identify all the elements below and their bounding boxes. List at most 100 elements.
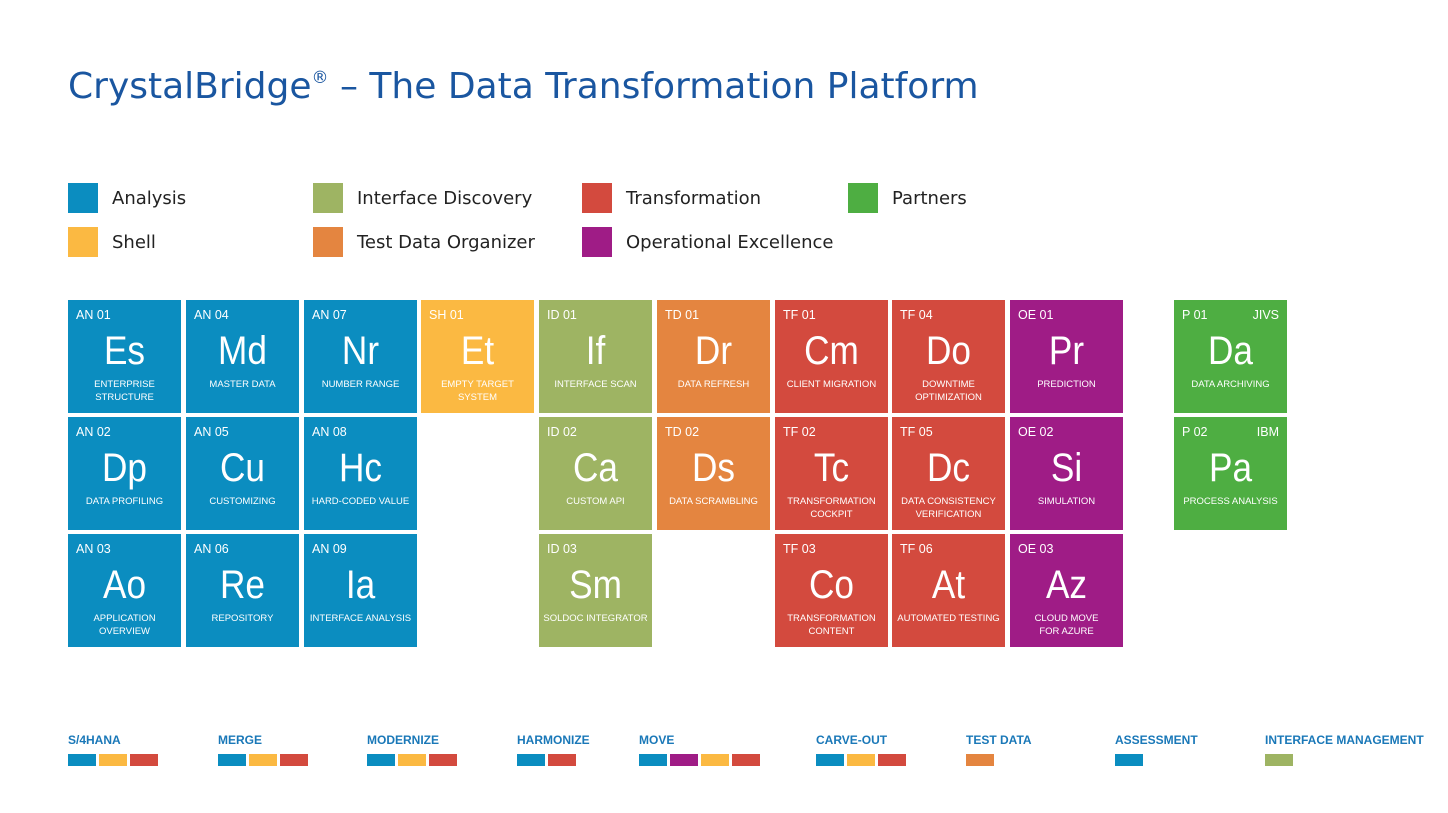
- legend-label: Partners: [892, 187, 967, 209]
- scenario-color-bar: [1265, 754, 1293, 766]
- tile-name: HARD-CODED VALUE: [311, 496, 410, 507]
- scenario-bars: [816, 754, 906, 766]
- tile-code: OE 03: [1018, 542, 1054, 556]
- tile-symbol: Nr: [341, 329, 380, 373]
- tile-name: TRANSFORMATION COCKPIT: [787, 496, 876, 520]
- tile-pa[interactable]: P 02 IBM Pa PROCESS ANALYSIS: [1174, 417, 1287, 530]
- tile-es[interactable]: AN 01 Es ENTERPRISE STRUCTURE: [68, 300, 181, 413]
- tile-name: APPLICATION OVERVIEW: [93, 613, 156, 637]
- scenario-bars: [639, 754, 760, 766]
- tile-code: TF 04: [900, 308, 933, 322]
- tile-re[interactable]: AN 06 Re REPOSITORY: [186, 534, 299, 647]
- tile-et[interactable]: SH 01 Et EMPTY TARGET SYSTEM: [421, 300, 534, 413]
- scenario-label: MODERNIZE: [367, 733, 439, 747]
- tile-name: REPOSITORY: [211, 613, 274, 624]
- tile-code: ID 01: [547, 308, 577, 322]
- tile-do[interactable]: TF 04 Do DOWNTIME OPTIMIZATION: [892, 300, 1005, 413]
- registered-mark: ®: [311, 68, 329, 88]
- tile-symbol: Az: [1045, 563, 1088, 607]
- scenario-label: MERGE: [218, 733, 263, 747]
- tile-code: AN 05: [194, 425, 229, 439]
- tile-code: AN 09: [312, 542, 347, 556]
- tile-pr[interactable]: OE 01 Pr PREDICTION: [1010, 300, 1123, 413]
- tile-symbol: Md: [218, 329, 267, 373]
- scenario-color-bar: [130, 754, 158, 766]
- scenario-bars: [367, 754, 457, 766]
- tile-name: ENTERPRISE STRUCTURE: [94, 379, 155, 403]
- tile-ds[interactable]: TD 02 Ds DATA SCRAMBLING: [657, 417, 770, 530]
- tile-md[interactable]: AN 04 Md MASTER DATA: [186, 300, 299, 413]
- scenario-bars: [517, 754, 590, 766]
- page-title: CrystalBridge® – The Data Transformation…: [68, 66, 979, 107]
- scenario-color-bar: [548, 754, 576, 766]
- scenario-color-bar: [99, 754, 127, 766]
- legend-label: Test Data Organizer: [357, 231, 535, 253]
- tile-name: DATA CONSISTENCY VERIFICATION: [901, 496, 996, 520]
- tile-code: TF 05: [900, 425, 933, 439]
- tile-code: AN 06: [194, 542, 229, 556]
- tile-code: AN 04: [194, 308, 229, 322]
- tile-nr[interactable]: AN 07 Nr NUMBER RANGE: [304, 300, 417, 413]
- scenario-bars: [218, 754, 308, 766]
- tile-da[interactable]: P 01 JIVS Da DATA ARCHIVING: [1174, 300, 1287, 413]
- tile-name: INTERFACE SCAN: [554, 379, 637, 390]
- legend-item-interface-discovery: Interface Discovery: [313, 183, 532, 213]
- legend-swatch: [582, 183, 612, 213]
- tile-ao[interactable]: AN 03 Ao APPLICATION OVERVIEW: [68, 534, 181, 647]
- tile-code: AN 03: [76, 542, 111, 556]
- tile-code: OE 02: [1018, 425, 1054, 439]
- tile-hc[interactable]: AN 08 Hc HARD-CODED VALUE: [304, 417, 417, 530]
- legend-swatch: [313, 227, 343, 257]
- legend-swatch: [848, 183, 878, 213]
- scenario-carve-out: CARVE-OUT: [816, 733, 906, 766]
- tile-symbol: Tc: [813, 446, 850, 490]
- tile-if[interactable]: ID 01 If INTERFACE SCAN: [539, 300, 652, 413]
- tile-az[interactable]: OE 03 Az CLOUD MOVE FOR AZURE: [1010, 534, 1123, 647]
- tile-code: TF 01: [783, 308, 816, 322]
- scenario-bars: [966, 754, 1032, 766]
- scenario-label: TEST DATA: [966, 733, 1032, 747]
- tile-dr[interactable]: TD 01 Dr DATA REFRESH: [657, 300, 770, 413]
- partner-name: JIVS: [1252, 308, 1279, 322]
- tile-code: SH 01: [429, 308, 464, 322]
- tile-symbol: Ds: [691, 446, 736, 490]
- tile-dc[interactable]: TF 05 Dc DATA CONSISTENCY VERIFICATION: [892, 417, 1005, 530]
- tile-dp[interactable]: AN 02 Dp DATA PROFILING: [68, 417, 181, 530]
- tile-cm[interactable]: TF 01 Cm CLIENT MIGRATION: [775, 300, 888, 413]
- tile-name: PROCESS ANALYSIS: [1183, 496, 1278, 507]
- tile-tc[interactable]: TF 02 Tc TRANSFORMATION COCKPIT: [775, 417, 888, 530]
- scenario-modernize: MODERNIZE: [367, 733, 457, 766]
- tile-name: SIMULATION: [1037, 496, 1096, 507]
- scenario-color-bar: [429, 754, 457, 766]
- tile-cu[interactable]: AN 05 Cu CUSTOMIZING: [186, 417, 299, 530]
- tile-name: CUSTOM API: [566, 496, 625, 507]
- tile-co[interactable]: TF 03 Co TRANSFORMATION CONTENT: [775, 534, 888, 647]
- tile-name: CLOUD MOVE FOR AZURE: [1034, 613, 1099, 637]
- scenario-label: S/4HANA: [68, 733, 121, 747]
- tile-name: AUTOMATED TESTING: [897, 613, 1000, 624]
- tile-symbol: Da: [1207, 329, 1253, 373]
- tile-name: NUMBER RANGE: [321, 379, 400, 390]
- scenario-color-bar: [367, 754, 395, 766]
- tile-si[interactable]: OE 02 Si SIMULATION: [1010, 417, 1123, 530]
- scenario-bars: [1115, 754, 1198, 766]
- tile-code: TF 06: [900, 542, 933, 556]
- scenario-color-bar: [1115, 754, 1143, 766]
- tile-symbol: Et: [460, 329, 495, 373]
- tile-at[interactable]: TF 06 At AUTOMATED TESTING: [892, 534, 1005, 647]
- brand-name: CrystalBridge: [68, 66, 312, 107]
- scenario-color-bar: [639, 754, 667, 766]
- tile-symbol: Re: [219, 563, 265, 607]
- title-rest: – The Data Transformation Platform: [328, 66, 979, 107]
- tile-name: EMPTY TARGET SYSTEM: [441, 379, 514, 403]
- tile-ca[interactable]: ID 02 Ca CUSTOM API: [539, 417, 652, 530]
- scenario-color-bar: [816, 754, 844, 766]
- tile-sm[interactable]: ID 03 Sm SOLDOC INTEGRATOR: [539, 534, 652, 647]
- scenario-bars: [1265, 754, 1424, 766]
- scenario-color-bar: [280, 754, 308, 766]
- scenario-color-bar: [670, 754, 698, 766]
- scenario-label: CARVE-OUT: [816, 733, 888, 747]
- tile-symbol: Es: [103, 329, 146, 373]
- tile-ia[interactable]: AN 09 Ia INTERFACE ANALYSIS: [304, 534, 417, 647]
- tile-symbol: Ao: [102, 563, 147, 607]
